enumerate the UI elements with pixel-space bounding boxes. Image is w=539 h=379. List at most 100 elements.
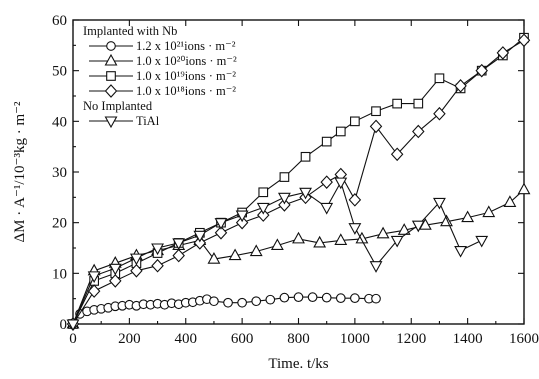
data-point [87, 271, 101, 284]
data-point [434, 73, 445, 84]
y-tick-label: 30 [52, 165, 67, 181]
y-tick-label: 20 [52, 216, 67, 232]
y-tick-label: 60 [52, 13, 67, 29]
data-point [482, 205, 496, 218]
data-point [475, 235, 489, 248]
data-point [321, 292, 332, 303]
data-point [279, 172, 290, 182]
data-point [320, 175, 333, 189]
data-point [348, 193, 362, 207]
legend-marker [106, 41, 116, 51]
data-point [412, 124, 425, 139]
legend-label: TiAl [136, 114, 160, 128]
data-point [371, 293, 381, 304]
x-tick-label: 1200 [396, 331, 426, 347]
data-point [517, 182, 531, 195]
data-point [257, 208, 270, 222]
data-point [321, 136, 332, 147]
legend-label: 1.0 x 10¹⁹ions · m⁻² [136, 69, 236, 83]
data-point [369, 119, 383, 134]
series-1 [68, 292, 381, 329]
data-point [151, 243, 164, 256]
series-4 [66, 33, 531, 331]
x-tick-label: 1000 [340, 331, 370, 347]
data-point [293, 292, 304, 302]
data-point [209, 296, 219, 307]
legend-item: 1.0 x 10¹⁸ions · m⁻² [89, 84, 236, 98]
data-point [130, 263, 143, 278]
data-point [66, 319, 80, 332]
data-point [87, 284, 101, 298]
data-point [454, 79, 467, 93]
x-axis-title: Time. t/ks [268, 356, 328, 372]
legend-header-not-implanted: No Implanted [83, 99, 153, 113]
data-point [371, 106, 381, 117]
y-tick-label: 10 [52, 266, 67, 282]
data-point [390, 147, 404, 162]
data-point [228, 248, 242, 261]
data-point [279, 292, 290, 303]
x-tick-label: 800 [287, 331, 310, 347]
data-point [258, 187, 269, 198]
data-point [454, 245, 468, 258]
series-layer [66, 32, 531, 332]
data-point [249, 244, 263, 257]
y-tick-label: 50 [52, 64, 67, 80]
data-point [369, 261, 383, 273]
data-point [517, 33, 531, 48]
y-axis-title: ΔM · A⁻¹/10⁻³kg · m⁻² [12, 101, 28, 243]
data-point [277, 192, 291, 205]
data-point [151, 258, 164, 273]
legend-header-implanted: Implanted with Nb [83, 24, 177, 38]
legend-marker [104, 116, 118, 129]
data-point [334, 177, 348, 190]
data-point [193, 236, 207, 250]
data-point [237, 297, 247, 308]
data-point [433, 197, 446, 210]
data-point [390, 235, 404, 248]
data-point [270, 238, 284, 251]
x-tick-label: 400 [175, 331, 198, 347]
data-point [350, 116, 360, 127]
data-point [350, 293, 360, 304]
data-point [307, 292, 318, 302]
data-point [278, 198, 291, 212]
data-point [335, 126, 346, 137]
data-point [334, 233, 348, 245]
legend-item: 1.0 x 10²⁰ions · m⁻² [89, 53, 237, 68]
legend-marker [104, 53, 118, 66]
legend-marker [104, 84, 118, 98]
legend-item: 1.0 x 10¹⁹ions · m⁻² [89, 69, 236, 83]
data-point [172, 238, 186, 251]
x-tick-label: 0 [69, 331, 77, 347]
data-point [411, 220, 425, 233]
data-point [172, 248, 185, 263]
y-tick-label: 40 [52, 114, 67, 130]
data-point [392, 98, 403, 109]
legend-label: 1.2 x 10²¹ions · m⁻² [136, 39, 236, 53]
data-point [335, 293, 346, 304]
data-point [265, 294, 276, 305]
data-point [214, 225, 228, 240]
data-point [129, 253, 143, 266]
data-point [235, 215, 249, 230]
data-point [207, 252, 221, 264]
data-point [251, 296, 262, 307]
data-point [413, 98, 424, 109]
data-point [433, 106, 446, 121]
legend-item: 1.2 x 10²¹ions · m⁻² [89, 39, 236, 53]
data-point [320, 202, 334, 215]
data-point [376, 226, 390, 239]
legend-label: 1.0 x 10¹⁸ions · m⁻² [136, 84, 236, 98]
legend: Implanted with Nb1.2 x 10²¹ions · m⁻²1.0… [83, 24, 237, 129]
axes: 0 200 400 600 800 1000 1200 1400 1600 0 10 20 30 40 50… [52, 13, 539, 347]
data-point [313, 235, 327, 248]
data-point [503, 195, 517, 207]
data-point [292, 231, 305, 244]
data-point [109, 274, 122, 288]
data-point [193, 230, 207, 243]
series-5 [66, 177, 489, 332]
data-point [440, 214, 453, 227]
